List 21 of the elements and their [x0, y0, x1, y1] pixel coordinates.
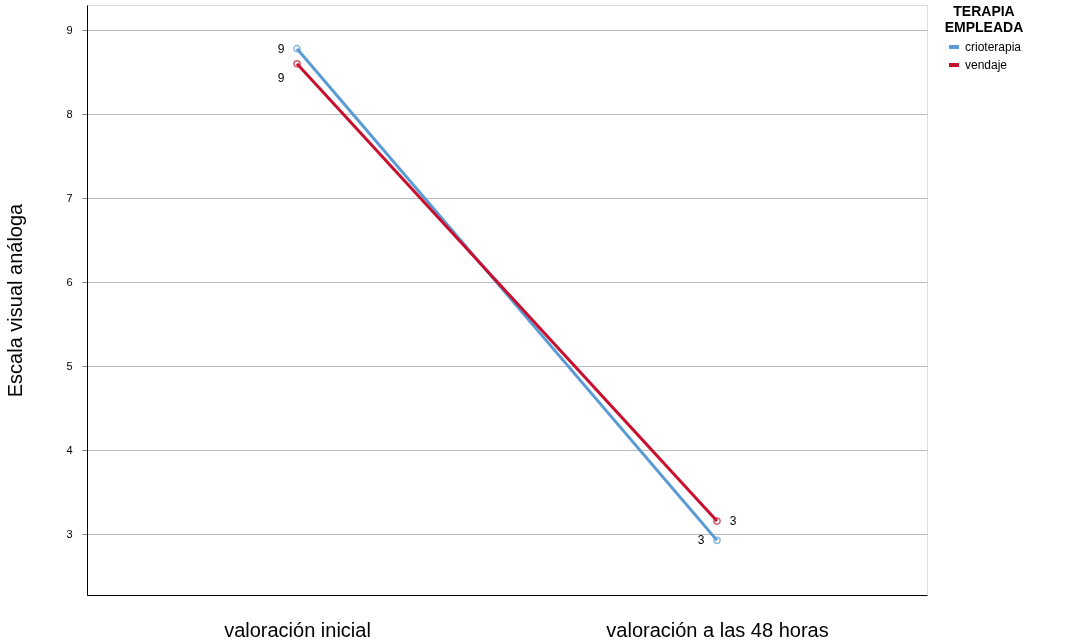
y-tick-label: 6 — [66, 275, 73, 288]
legend-label: crioterapia — [965, 40, 1022, 54]
point — [713, 517, 721, 525]
data-label: 3 — [697, 533, 705, 548]
y-axis-title: Escala visual análoga — [4, 202, 27, 398]
point — [713, 536, 721, 545]
y-tick-label: 7 — [66, 191, 73, 204]
y-tick-label: 4 — [66, 443, 73, 456]
x-tick-label: valoración inicial — [224, 618, 371, 641]
y-tick-label: 8 — [66, 107, 73, 120]
point — [293, 44, 301, 53]
data-label: 9 — [277, 41, 285, 56]
legend-label: vendaje — [965, 58, 1008, 72]
legend-title: TERAPIA EMPLEADA — [944, 3, 1024, 35]
data-label: 9 — [277, 70, 285, 85]
y-tick-label: 5 — [66, 359, 73, 372]
x-tick-label: valoración a las 48 horas — [606, 618, 829, 641]
y-tick-label: 9 — [66, 23, 73, 36]
data-label: 3 — [729, 514, 737, 529]
point — [293, 59, 301, 68]
y-tick-label: 3 — [66, 527, 73, 540]
